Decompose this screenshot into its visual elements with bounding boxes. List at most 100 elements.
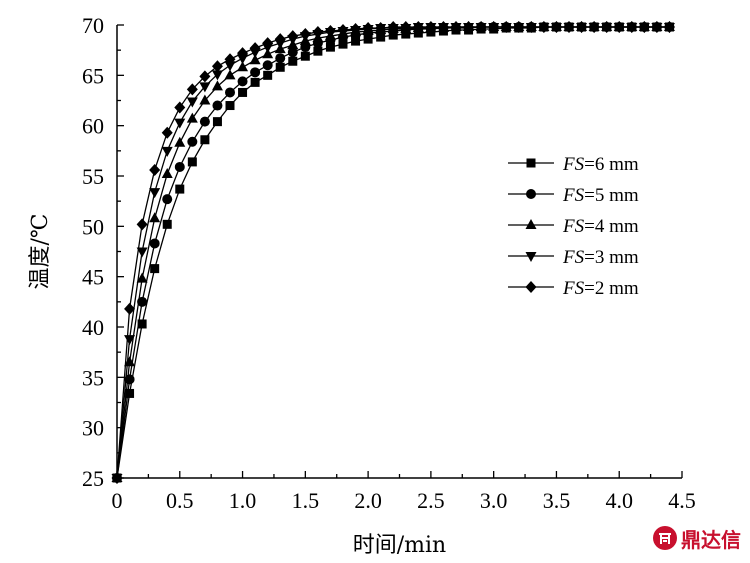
legend-label: FS=3 mm <box>562 247 639 268</box>
data-point <box>237 61 249 72</box>
y-tick-label: 40 <box>82 315 104 340</box>
data-point <box>162 194 173 205</box>
data-point <box>412 21 424 34</box>
data-point <box>513 21 525 34</box>
x-axis-title: 时间/min <box>353 533 446 558</box>
legend-marker <box>525 219 537 229</box>
data-point <box>238 87 248 97</box>
legend-label-rest: =2 mm <box>584 278 639 299</box>
data-point <box>488 21 500 34</box>
data-point <box>626 21 638 34</box>
data-point <box>225 101 235 111</box>
legend-label: FS=5 mm <box>562 185 639 206</box>
data-point <box>199 94 211 105</box>
data-point <box>313 46 323 56</box>
data-point <box>437 21 449 34</box>
data-point <box>563 21 575 34</box>
data-point <box>550 21 562 34</box>
data-point <box>387 21 399 34</box>
data-point <box>212 117 222 127</box>
data-point <box>186 112 198 123</box>
data-point <box>162 219 172 229</box>
data-point <box>275 53 286 64</box>
data-point <box>225 87 235 98</box>
y-tick-label: 30 <box>82 416 104 441</box>
data-point <box>363 34 373 44</box>
axes: 25 30 35 40 45 50 55 60 65 70 0 0.5 1.0 1.5 2.0 2.5 3.0 3… <box>82 13 696 513</box>
y-tick-label: 60 <box>82 114 104 139</box>
data-point <box>237 54 249 65</box>
data-point <box>250 67 261 78</box>
data-point <box>263 70 273 80</box>
data-point <box>149 163 161 176</box>
data-point <box>299 28 311 41</box>
legend-entry: FS=3 mm <box>508 247 639 268</box>
x-tick-label: 3.0 <box>480 488 508 513</box>
legend-label-var: FS <box>562 185 585 206</box>
data-point <box>199 70 211 83</box>
data-point <box>450 21 462 34</box>
watermark-text: 鼎达信 <box>681 527 741 552</box>
data-point <box>287 30 299 43</box>
data-point <box>174 136 186 147</box>
data-point <box>287 47 298 58</box>
x-tick-label: 3.5 <box>543 488 571 513</box>
legend-entry: FS=2 mm <box>508 278 639 299</box>
data-point <box>324 25 336 38</box>
data-point <box>224 69 236 80</box>
series-4 <box>111 21 675 484</box>
legend-label-var: FS <box>562 247 585 268</box>
data-point <box>174 118 186 129</box>
legend-marker <box>525 252 537 262</box>
data-point <box>525 21 537 34</box>
data-point <box>161 146 173 157</box>
legend-label-var: FS <box>562 216 585 237</box>
data-point <box>174 161 185 172</box>
x-tick-label: 2.5 <box>417 488 445 513</box>
data-point <box>425 21 437 34</box>
y-tick-label: 50 <box>82 214 104 239</box>
legend-label-var: FS <box>562 154 585 175</box>
data-point <box>124 302 136 315</box>
legend-marker <box>526 189 536 199</box>
data-point <box>262 48 274 59</box>
legend-label: FS=6 mm <box>562 154 639 175</box>
data-point <box>337 24 349 37</box>
x-tick-label: 4.0 <box>605 488 633 513</box>
data-point <box>274 33 286 46</box>
y-tick-label: 25 <box>82 466 104 491</box>
data-point <box>262 37 274 50</box>
data-point <box>601 21 613 34</box>
legend-label-rest: =4 mm <box>584 216 639 237</box>
data-point <box>651 21 663 34</box>
data-point <box>175 184 185 194</box>
data-point <box>663 21 675 34</box>
data-point <box>199 116 210 127</box>
data-point <box>224 61 236 72</box>
y-tick-label: 70 <box>82 13 104 38</box>
watermark: 鼎达信 <box>652 523 741 553</box>
data-point <box>224 53 236 66</box>
data-point <box>111 472 123 484</box>
data-point <box>312 26 324 39</box>
data-point <box>136 247 148 258</box>
legend-label: FS=4 mm <box>562 216 639 237</box>
legend-marker <box>525 281 537 293</box>
data-point <box>200 135 210 145</box>
data-point <box>376 32 386 42</box>
data-point <box>500 21 512 34</box>
data-point <box>150 264 160 274</box>
legend-label-var: FS <box>562 278 585 299</box>
data-point <box>212 100 223 111</box>
data-point <box>475 21 487 34</box>
data-point <box>136 272 148 283</box>
x-tick-label: 4.5 <box>668 488 696 513</box>
data-point <box>136 218 148 231</box>
data-point <box>211 80 223 91</box>
data-point <box>288 56 298 66</box>
data-point <box>237 47 249 60</box>
data-point <box>161 126 173 139</box>
y-tick-label: 35 <box>82 365 104 390</box>
